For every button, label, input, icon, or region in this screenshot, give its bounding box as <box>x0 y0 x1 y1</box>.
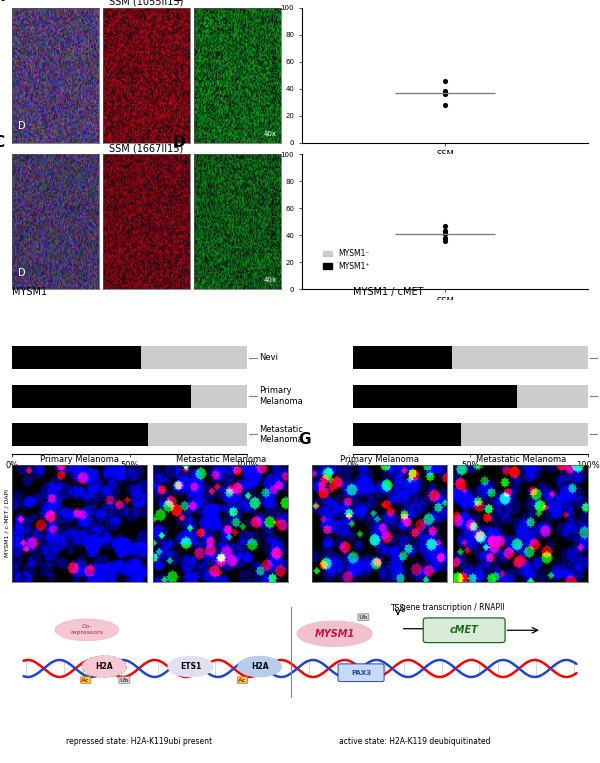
Bar <box>353 346 452 369</box>
Text: 40x: 40x <box>263 131 277 137</box>
Text: H2A: H2A <box>95 662 113 671</box>
Text: Ub: Ub <box>359 615 368 620</box>
Text: Ac: Ac <box>238 678 247 683</box>
Text: C: C <box>0 135 4 150</box>
Bar <box>148 423 247 446</box>
Text: B: B <box>173 0 185 4</box>
Text: A: A <box>0 0 5 4</box>
Point <box>440 87 449 99</box>
Ellipse shape <box>297 621 372 646</box>
Text: Co-
repressors: Co- repressors <box>70 624 103 636</box>
Title: SSM (1667II15): SSM (1667II15) <box>109 143 184 153</box>
Text: D: D <box>18 121 26 131</box>
Text: MYSM1: MYSM1 <box>12 287 47 297</box>
Text: repressed state: H2A-K119ubi present: repressed state: H2A-K119ubi present <box>65 737 212 745</box>
Text: MYSM1 / cMET: MYSM1 / cMET <box>353 287 424 297</box>
Text: Ub: Ub <box>119 678 129 683</box>
Text: Primary
Melanoma: Primary Melanoma <box>259 386 302 406</box>
Text: cMET: cMET <box>450 625 479 636</box>
Bar <box>12 385 191 407</box>
Point <box>440 87 449 99</box>
Point <box>440 99 449 111</box>
Point <box>440 88 449 100</box>
Title: Primary Melanoma: Primary Melanoma <box>40 455 119 464</box>
Bar <box>12 346 142 369</box>
Bar <box>461 423 588 446</box>
Text: D: D <box>173 135 185 150</box>
Point <box>440 225 449 237</box>
Point <box>440 85 449 98</box>
Title: Primary Melanoma: Primary Melanoma <box>340 455 419 464</box>
Text: H2A: H2A <box>251 662 268 671</box>
Text: Ac: Ac <box>82 678 90 683</box>
Text: active state: H2A-K119 deubiquitinated: active state: H2A-K119 deubiquitinated <box>340 737 491 745</box>
Y-axis label: % DP cells/nest: % DP cells/nest <box>272 195 278 249</box>
Text: MYSM1: MYSM1 <box>314 629 355 639</box>
Bar <box>12 423 148 446</box>
Text: TSS: TSS <box>391 604 405 613</box>
Point <box>440 220 449 232</box>
Y-axis label: % DP cells/nest: % DP cells/nest <box>272 48 278 102</box>
Text: gene transcription / RNAPII: gene transcription / RNAPII <box>401 603 505 612</box>
Text: PAX3: PAX3 <box>351 670 371 676</box>
Text: 40x: 40x <box>263 278 277 283</box>
Text: ETS1: ETS1 <box>180 662 201 671</box>
Text: D: D <box>18 268 26 278</box>
Title: SSM (1055II15): SSM (1055II15) <box>109 0 184 7</box>
Bar <box>353 423 461 446</box>
Y-axis label: MYSM1 / c-MET / DAPI: MYSM1 / c-MET / DAPI <box>4 188 9 256</box>
Y-axis label: MYSM1 / PAX3 / DAPI: MYSM1 / PAX3 / DAPI <box>4 43 9 108</box>
Point <box>440 225 449 237</box>
Bar <box>452 346 588 369</box>
Ellipse shape <box>55 620 119 640</box>
Bar <box>517 385 588 407</box>
Point <box>440 227 449 240</box>
Point <box>440 232 449 244</box>
FancyBboxPatch shape <box>338 664 384 681</box>
FancyBboxPatch shape <box>423 618 505 642</box>
Text: G: G <box>299 433 311 447</box>
Title: Metastatic Melanoma: Metastatic Melanoma <box>476 455 566 464</box>
Text: Metastatic
Melanoma: Metastatic Melanoma <box>259 425 303 444</box>
Ellipse shape <box>238 656 281 677</box>
Ellipse shape <box>83 656 126 677</box>
Bar <box>191 385 247 407</box>
Y-axis label: MYSM1 / c-MET / DAPI: MYSM1 / c-MET / DAPI <box>4 489 9 558</box>
Text: Nevi: Nevi <box>259 353 278 362</box>
Legend: MYSM1⁻, MYSM1⁺: MYSM1⁻, MYSM1⁺ <box>320 246 373 274</box>
Ellipse shape <box>168 656 213 677</box>
Point <box>440 75 449 87</box>
Bar <box>142 346 247 369</box>
Title: Metastatic Melanoma: Metastatic Melanoma <box>176 455 266 464</box>
Bar <box>353 385 517 407</box>
Point <box>440 234 449 246</box>
